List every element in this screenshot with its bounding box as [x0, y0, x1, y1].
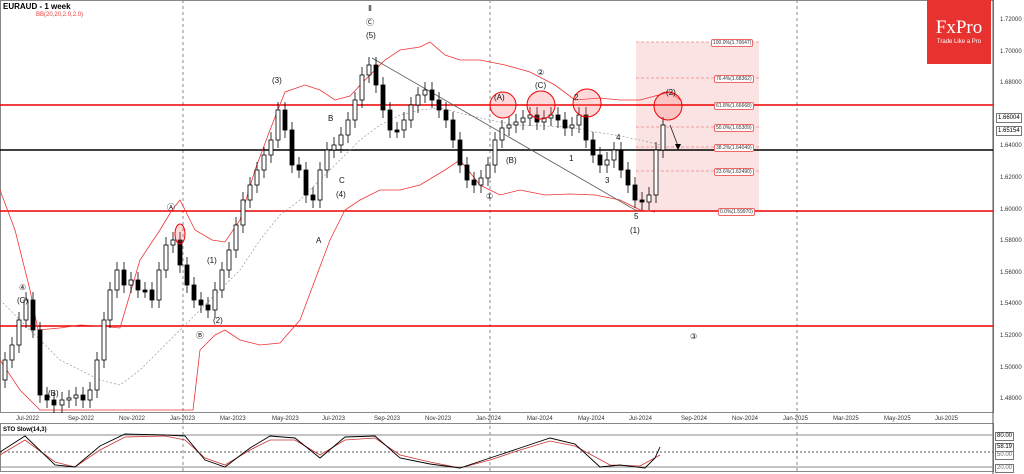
sto-title: STO Slow(14,3)	[3, 427, 47, 433]
x-tick: Sep-2023	[374, 416, 401, 422]
price-tag-current: 1.65154	[996, 126, 1022, 136]
wave-label: (2)	[666, 88, 676, 97]
wave-label: (B)	[48, 389, 59, 398]
x-tick: Nov-2022	[119, 416, 146, 422]
wave-label: (3)	[272, 76, 282, 85]
sto-level-20: 20.00	[995, 464, 1015, 473]
wave-label: Ⓐ	[167, 203, 175, 212]
wave-label: (5)	[366, 31, 376, 40]
x-tick: Jan-2024	[476, 416, 502, 422]
wave-label: ③	[690, 332, 698, 341]
wave-label: 5	[634, 212, 639, 221]
y-tick: 1.50000	[1000, 365, 1022, 371]
wave-label: (C)	[17, 296, 29, 305]
indicator-label: BB(20,20,2.0,2.0)	[36, 12, 84, 18]
y-tick: 1.60000	[1000, 207, 1022, 213]
chart-title: EURAUD - 1 week	[3, 2, 71, 11]
fib-label-0: 0.0%(1.59970)	[718, 208, 755, 216]
wave-label: B	[328, 114, 334, 123]
y-tick: 1.64000	[1000, 143, 1022, 149]
brand-logo: FxPro Trade Like a Pro	[927, 0, 991, 64]
y-tick: 1.56000	[1000, 270, 1022, 276]
x-tick: Jan-2023	[170, 416, 196, 422]
fib-label-50: 50.0%(1.65309)	[714, 124, 754, 132]
wave-label: Ⓒ	[366, 18, 374, 27]
y-tick: 1.48000	[1000, 396, 1022, 402]
y-tick: 1.54000	[1000, 301, 1022, 307]
y-tick: 1.58000	[1000, 238, 1022, 244]
x-tick: Jul-2024	[629, 416, 653, 422]
x-tick: May-2023	[272, 416, 299, 422]
fib-label-38: 38.2%(1.64049)	[714, 144, 754, 152]
wave-label: 3	[605, 176, 610, 185]
x-tick: Mar-2023	[220, 416, 246, 422]
y-tick: 1.70000	[1000, 49, 1022, 55]
y-tick: 1.52000	[1000, 333, 1022, 339]
fib-label-61: 61.8%(1.66668)	[714, 102, 754, 110]
brand-tagline: Trade Like a Pro	[936, 39, 982, 45]
x-tick: May-2024	[578, 416, 605, 422]
wave-label: Ⓑ	[196, 331, 204, 340]
x-tick: Mar-2024	[527, 416, 553, 422]
wave-label: (A)	[494, 93, 505, 102]
x-tick: Jul-2025	[935, 416, 959, 422]
wave-label: Ⅱ	[368, 4, 372, 13]
x-tick: Jul-2022	[16, 416, 40, 422]
wave-label: ②	[537, 68, 545, 77]
x-tick: Jul-2023	[322, 416, 346, 422]
fib-label-76: 76.4%(1.68362)	[714, 75, 754, 83]
sto-level-50: 50.00	[995, 451, 1015, 460]
x-tick: May-2025	[884, 416, 911, 422]
wave-label: 4	[616, 133, 621, 142]
wave-label: 2	[574, 93, 579, 102]
x-tick: Jan-2025	[783, 416, 809, 422]
x-tick: Sep-2024	[681, 416, 708, 422]
fib-label-100: 100.0%(1.70647)	[711, 39, 754, 47]
wave-label: (2)	[213, 316, 223, 325]
wave-label: ④	[19, 283, 27, 292]
x-tick: Sep-2022	[68, 416, 95, 422]
y-tick: 1.62000	[1000, 175, 1022, 181]
y-tick: 1.68000	[1000, 80, 1022, 86]
wave-label: A	[316, 236, 322, 245]
wave-label: (B)	[506, 156, 517, 165]
brand-name: FxPro	[935, 17, 983, 38]
x-tick: Mar-2025	[833, 416, 859, 422]
wave-label: (1)	[630, 226, 640, 235]
fib-label-23: 23.6%(1.62490)	[714, 168, 754, 176]
sto-level-80: 80.00	[995, 432, 1015, 441]
x-tick: Nov-2024	[732, 416, 759, 422]
y-tick: 1.72000	[1000, 17, 1022, 23]
price-tag-high: 1.66004	[996, 113, 1022, 123]
wave-label: (C)	[535, 81, 547, 90]
wave-label: (4)	[336, 190, 346, 199]
wave-label: 1	[569, 154, 574, 163]
wave-label: C	[339, 176, 345, 185]
x-tick: Nov-2023	[425, 416, 452, 422]
wave-label: (1)	[207, 256, 217, 265]
wave-label: ①	[486, 192, 494, 201]
